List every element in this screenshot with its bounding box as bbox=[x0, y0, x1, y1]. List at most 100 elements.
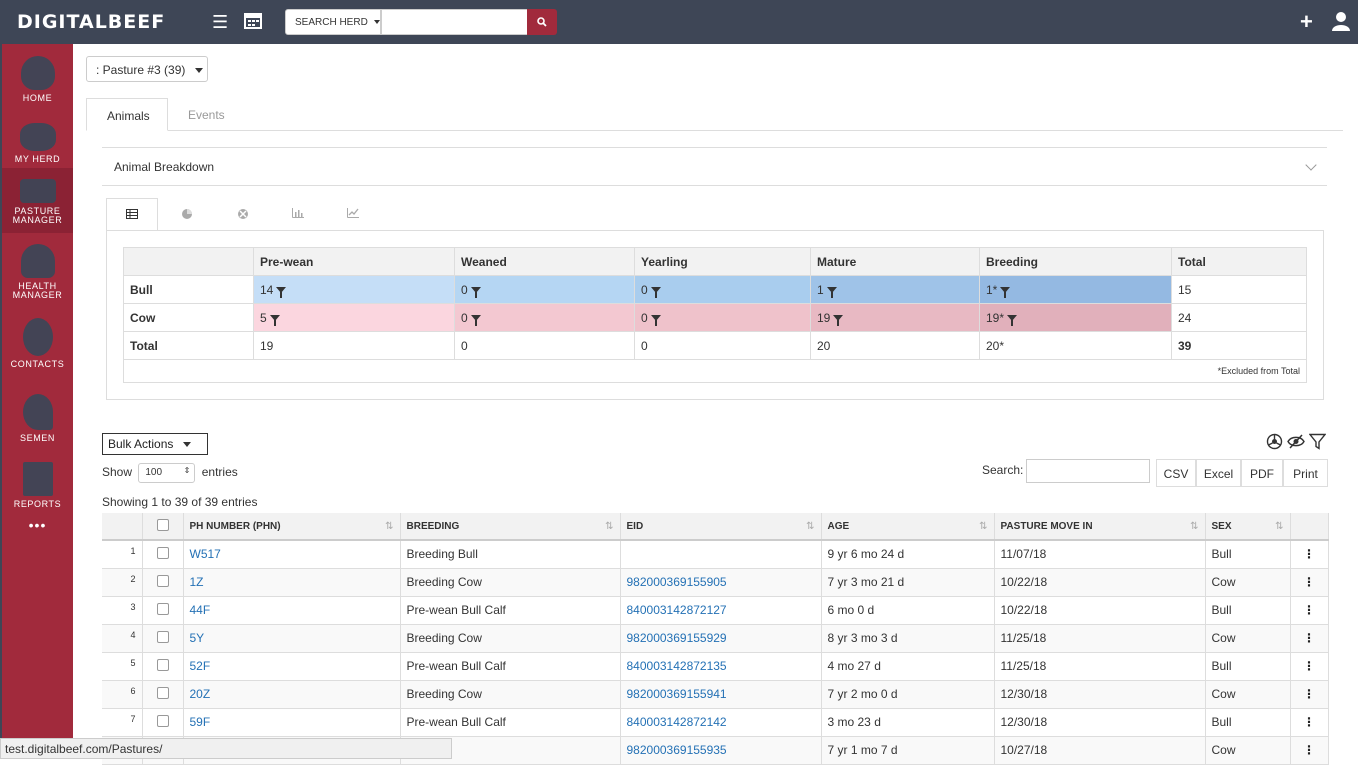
row-menu-icon[interactable]: ⋮ bbox=[1290, 736, 1329, 765]
eid-link[interactable] bbox=[620, 540, 822, 569]
csv-button[interactable]: CSV bbox=[1156, 459, 1196, 487]
breakdown-cell[interactable]: 19 bbox=[810, 303, 980, 332]
pdf-button[interactable]: PDF bbox=[1241, 459, 1283, 487]
calendar-icon[interactable] bbox=[244, 11, 262, 34]
eid-link[interactable]: 840003142872127 bbox=[620, 596, 822, 625]
phn-link[interactable]: 5Y bbox=[183, 624, 401, 653]
breakdown-cell[interactable]: 1 bbox=[810, 275, 980, 304]
hide-icon[interactable] bbox=[1287, 433, 1305, 453]
row-menu-icon[interactable]: ⋮ bbox=[1290, 624, 1329, 653]
sort-icon[interactable]: ⇅ bbox=[806, 521, 815, 532]
app-logo[interactable]: DIGITALBEEF bbox=[17, 11, 166, 33]
row-checkbox[interactable] bbox=[156, 574, 169, 587]
row-menu-icon[interactable]: ⋮ bbox=[1290, 568, 1329, 597]
sidebar-item-semen[interactable]: SEMEN bbox=[2, 394, 73, 443]
sidebar-item-my-herd[interactable]: MY HERD bbox=[2, 117, 73, 164]
search-herd-dropdown[interactable]: SEARCH HERD bbox=[285, 9, 381, 35]
bar-chart-icon[interactable] bbox=[272, 198, 324, 231]
filter-icon[interactable] bbox=[276, 287, 287, 299]
bulk-actions-dropdown[interactable]: Bulk Actions bbox=[102, 433, 208, 455]
row-checkbox[interactable] bbox=[156, 686, 169, 699]
row-checkbox[interactable] bbox=[156, 714, 169, 727]
column-header-sex[interactable]: SEX ⇅ bbox=[1205, 513, 1291, 541]
filter-icon[interactable] bbox=[826, 287, 837, 299]
table-row[interactable]: 3 44F Pre-wean Bull Calf 840003142872127 6 m… bbox=[102, 596, 1329, 625]
animal-breakdown-header[interactable]: Animal Breakdown bbox=[102, 147, 1327, 186]
sidebar-item-contacts[interactable]: CONTACTS bbox=[2, 318, 73, 369]
row-menu-icon[interactable]: ⋮ bbox=[1290, 540, 1329, 569]
eid-link[interactable]: 982000369155941 bbox=[620, 680, 822, 709]
eid-link[interactable]: 982000369155929 bbox=[620, 624, 822, 653]
eid-link[interactable]: 982000369155905 bbox=[620, 568, 822, 597]
tab-animals[interactable]: Animals bbox=[86, 98, 168, 131]
breakdown-cell[interactable]: 0 bbox=[634, 275, 811, 304]
pasture-select[interactable]: : Pasture #3 (39) bbox=[86, 56, 208, 82]
eid-link[interactable]: 840003142872142 bbox=[620, 708, 822, 737]
sidebar-item-pasture-manager[interactable]: PASTURE MANAGER bbox=[2, 168, 73, 233]
phn-link[interactable]: 1Z bbox=[183, 568, 401, 597]
breakdown-cell[interactable]: 5 bbox=[253, 303, 455, 332]
column-header-move-in[interactable]: PASTURE MOVE IN ⇅ bbox=[994, 513, 1206, 541]
entries-select[interactable]: 100 ⇕ bbox=[138, 463, 196, 483]
donut-chart-icon[interactable] bbox=[217, 198, 269, 231]
breakdown-cell[interactable]: 0 bbox=[454, 303, 635, 332]
sort-icon[interactable]: ⇅ bbox=[1190, 521, 1199, 532]
table-row[interactable]: 6 20Z Breeding Cow 982000369155941 7 yr 2 mo… bbox=[102, 680, 1329, 709]
phn-link[interactable]: 44F bbox=[183, 596, 401, 625]
add-icon[interactable]: + bbox=[1300, 9, 1313, 34]
sort-icon[interactable]: ⇅ bbox=[385, 521, 394, 532]
sort-icon[interactable]: ⇅ bbox=[605, 521, 614, 532]
phn-link[interactable]: 52F bbox=[183, 652, 401, 681]
sidebar-item-reports[interactable]: REPORTS bbox=[2, 462, 73, 509]
filter-icon[interactable] bbox=[470, 287, 481, 299]
filter-icon[interactable] bbox=[1007, 315, 1018, 327]
sort-icon[interactable]: ⇅ bbox=[1275, 521, 1284, 532]
row-menu-icon[interactable]: ⋮ bbox=[1290, 652, 1329, 681]
column-header-eid[interactable]: EID ⇅ bbox=[620, 513, 822, 541]
phn-link[interactable]: 59F bbox=[183, 708, 401, 737]
print-button[interactable]: Print bbox=[1283, 459, 1328, 487]
column-header-breeding[interactable]: BREEDING ⇅ bbox=[400, 513, 621, 541]
sidebar-item-home[interactable]: HOME bbox=[2, 56, 73, 103]
eid-link[interactable]: 982000369155935 bbox=[620, 736, 822, 765]
table-row[interactable]: 1 W517 Breeding Bull 9 yr 6 mo 24 d 11/07/18… bbox=[102, 540, 1329, 569]
filter-icon[interactable] bbox=[650, 315, 661, 327]
chevron-down-icon[interactable] bbox=[1305, 159, 1317, 171]
filter-icon[interactable] bbox=[1308, 433, 1327, 453]
column-visibility-icon[interactable] bbox=[1266, 433, 1283, 453]
breakdown-cell[interactable]: 0 bbox=[454, 275, 635, 304]
row-menu-icon[interactable]: ⋮ bbox=[1290, 596, 1329, 625]
row-checkbox[interactable] bbox=[156, 630, 169, 643]
tab-events[interactable]: Events bbox=[188, 108, 225, 122]
row-menu-icon[interactable]: ⋮ bbox=[1290, 708, 1329, 737]
pie-chart-icon[interactable] bbox=[161, 198, 213, 231]
line-chart-icon[interactable] bbox=[327, 198, 379, 231]
search-button[interactable] bbox=[527, 9, 557, 35]
row-checkbox[interactable] bbox=[156, 546, 169, 559]
sort-icon[interactable]: ⇅ bbox=[979, 521, 988, 532]
table-view-icon[interactable] bbox=[106, 198, 158, 231]
breakdown-cell[interactable]: 19* bbox=[979, 303, 1172, 332]
row-checkbox[interactable] bbox=[156, 658, 169, 671]
column-header-phn[interactable]: PH NUMBER (PHN) ⇅ bbox=[183, 513, 401, 541]
sidebar-item-health-manager[interactable]: HEALTH MANAGER bbox=[2, 244, 73, 300]
select-all-checkbox[interactable] bbox=[156, 518, 169, 531]
more-menu-icon[interactable]: ••• bbox=[28, 517, 47, 533]
table-row[interactable]: 7 59F Pre-wean Bull Calf 840003142872142 3 m… bbox=[102, 708, 1329, 737]
herd-search-input[interactable] bbox=[381, 9, 528, 35]
filter-icon[interactable] bbox=[650, 287, 661, 299]
breakdown-cell[interactable]: 1* bbox=[979, 275, 1172, 304]
breakdown-cell[interactable]: 0 bbox=[634, 303, 811, 332]
phn-link[interactable]: W517 bbox=[183, 540, 401, 569]
table-search-input[interactable] bbox=[1026, 459, 1150, 483]
row-checkbox[interactable] bbox=[156, 602, 169, 615]
column-header-age[interactable]: AGE ⇅ bbox=[821, 513, 995, 541]
table-row[interactable]: 5 52F Pre-wean Bull Calf 840003142872135 4 m… bbox=[102, 652, 1329, 681]
table-row[interactable]: 4 5Y Breeding Cow 982000369155929 8 yr 3 mo … bbox=[102, 624, 1329, 653]
breakdown-cell[interactable]: 14 bbox=[253, 275, 455, 304]
phn-link[interactable]: 20Z bbox=[183, 680, 401, 709]
eid-link[interactable]: 840003142872135 bbox=[620, 652, 822, 681]
filter-icon[interactable] bbox=[1000, 287, 1011, 299]
menu-icon[interactable]: ☰ bbox=[212, 12, 229, 32]
filter-icon[interactable] bbox=[833, 315, 844, 327]
